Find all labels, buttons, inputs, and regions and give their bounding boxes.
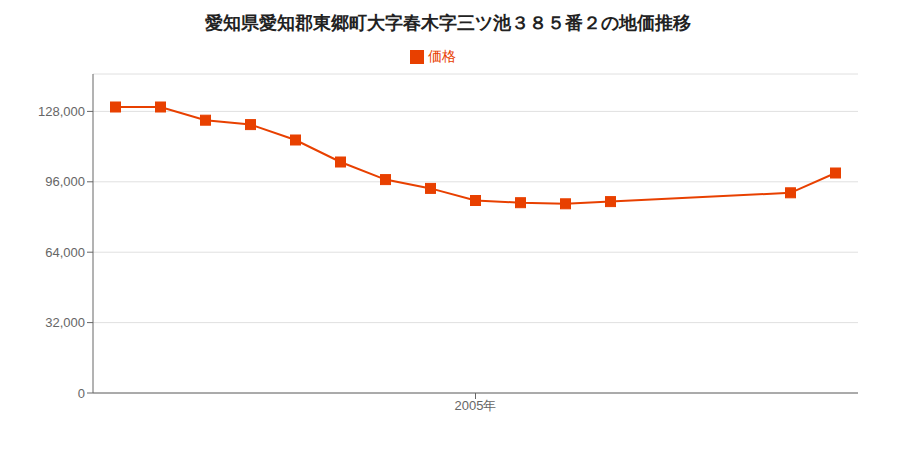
html-text:価格: 価格 <box>428 48 456 64</box>
svg-text:32,000: 32,000 <box>45 315 85 330</box>
svg-text:64,000: 64,000 <box>45 245 85 260</box>
html-text:愛知県愛知郡東郷町大字春木字三ツ池３８５番２の地価推移: 愛知県愛知郡東郷町大字春木字三ツ池３８５番２の地価推移 <box>205 13 691 33</box>
svg-text:2005年: 2005年 <box>455 398 497 413</box>
svg-text:96,000: 96,000 <box>45 174 85 189</box>
svg-text:128,000: 128,000 <box>38 104 85 119</box>
svg-text:0: 0 <box>78 386 85 401</box>
